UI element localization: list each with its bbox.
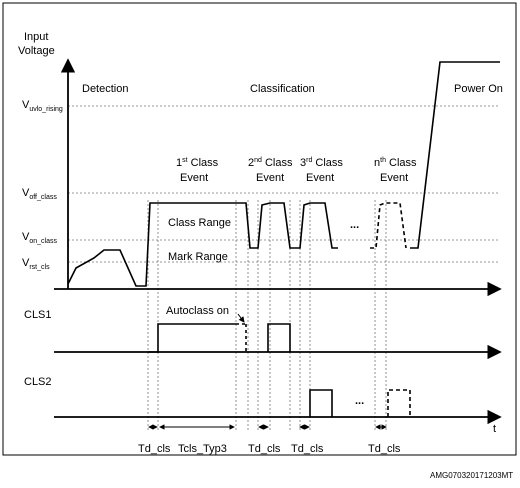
detection-label: Detection bbox=[82, 83, 128, 95]
ellipsis-cls2: ... bbox=[355, 395, 364, 407]
figure-id: AMG070320171203MT bbox=[430, 471, 513, 480]
voltage-waveform bbox=[67, 61, 500, 287]
voltage-waveform-dashed bbox=[370, 202, 407, 249]
event-2-label: 2nd Class bbox=[248, 157, 293, 169]
event-n-label-line2: Event bbox=[380, 172, 408, 184]
axes bbox=[54, 58, 502, 425]
event-1-label-line2: Event bbox=[180, 172, 208, 184]
td1-label: Td_cls bbox=[138, 443, 171, 455]
cls1-label: CLS1 bbox=[24, 309, 52, 321]
v-off-label: Voff_class bbox=[22, 187, 57, 201]
event-3-label: 3rd Class bbox=[300, 157, 343, 169]
ellipsis-voltage: ... bbox=[350, 219, 359, 231]
cls2-waveform-dashed bbox=[387, 389, 411, 417]
event-n-label: nth Class bbox=[374, 157, 417, 169]
cls2-waveform bbox=[309, 389, 333, 417]
event-3-label-line2: Event bbox=[306, 172, 334, 184]
power-on-label: Power On bbox=[454, 83, 503, 95]
y-axis-label-line2: Voltage bbox=[18, 45, 55, 57]
event-1-label: 1st Class bbox=[176, 157, 219, 169]
class-range-label: Class Range bbox=[168, 217, 231, 229]
reference-lines bbox=[68, 105, 500, 430]
outer-border bbox=[2, 2, 517, 456]
y-axis-label-line1: Input bbox=[24, 31, 48, 43]
tcls-label: Tcls_Typ3 bbox=[178, 443, 227, 455]
v-uvlo-label: Vuvlo_rising bbox=[22, 99, 63, 113]
time-axis-label: t bbox=[493, 423, 496, 435]
autoclass-arrow bbox=[237, 313, 245, 323]
classification-label: Classification bbox=[250, 83, 315, 95]
mark-range-label: Mark Range bbox=[168, 251, 228, 263]
td2-label: Td_cls bbox=[248, 443, 281, 455]
td3-label: Td_cls bbox=[291, 443, 324, 455]
td4-label: Td_cls bbox=[368, 443, 401, 455]
v-rst-label: Vrst_cls bbox=[22, 257, 50, 271]
event-2-label-line2: Event bbox=[256, 172, 284, 184]
cls1-waveform bbox=[148, 323, 291, 353]
autoclass-label: Autoclass on bbox=[166, 305, 229, 317]
cls2-label: CLS2 bbox=[24, 376, 52, 388]
v-on-label: Von_class bbox=[22, 231, 57, 245]
